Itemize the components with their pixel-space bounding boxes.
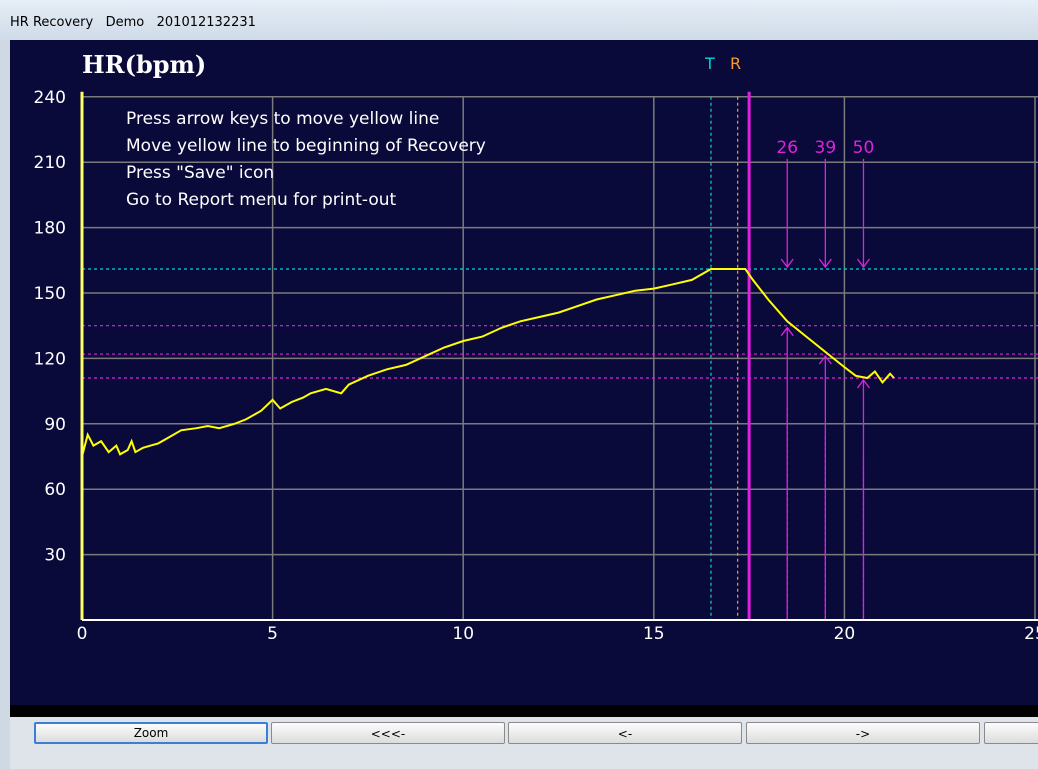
hr-plot-panel: 26 39 50 240 210 180 150 120 90 60 30 0 5 10 15 20 25 H… [10, 40, 1038, 769]
instruction-line: Press "Save" icon [126, 163, 274, 183]
y-tick-label: 240 [34, 88, 66, 108]
x-tick-label: 25 [1024, 624, 1038, 644]
hr-trace [81, 268, 895, 457]
y-tick-label: 60 [44, 480, 66, 500]
window-title: HR Recovery Demo 201012132231 [10, 15, 256, 30]
instructions-text: Press arrow keys to move yellow line Move… [126, 109, 486, 210]
hr-chart[interactable]: 26 39 50 240 210 180 150 120 90 60 30 0 5 10 15 20 25 H… [10, 40, 1038, 665]
button-panel: Zoom <<<- <- -> [10, 717, 1038, 769]
y-tick-label: 150 [34, 284, 66, 304]
arrowhead [856, 378, 870, 389]
instruction-line: Go to Report menu for print-out [126, 190, 397, 210]
instruction-line: Press arrow keys to move yellow line [126, 109, 439, 129]
x-tick-label: 15 [643, 624, 665, 644]
y-tick-label: 90 [44, 415, 66, 435]
marker-r-label: R [730, 54, 741, 73]
recovery-markers: 26 39 50 [776, 138, 874, 620]
y-tick-label: 30 [44, 546, 66, 566]
arrowhead [818, 354, 832, 365]
reference-lines [82, 91, 1038, 620]
x-tick-label: 5 [267, 624, 278, 644]
arrowhead [818, 258, 832, 269]
y-tick-label: 120 [34, 349, 66, 369]
x-tick-label: 0 [77, 624, 88, 644]
chart-grid [82, 96, 1038, 620]
forward-button[interactable]: -> [746, 722, 980, 744]
recovery-label: 50 [853, 138, 875, 158]
instruction-line: Move yellow line to beginning of Recover… [126, 136, 486, 156]
arrowhead [780, 258, 794, 269]
recovery-label: 26 [776, 138, 798, 158]
fast-forward-button[interactable] [984, 722, 1038, 744]
button-bar: Zoom <<<- <- -> [10, 705, 1038, 769]
fast-back-button[interactable]: <<<- [271, 722, 505, 744]
chart-title: HR(bpm) [82, 50, 206, 79]
window-titlebar: HR Recovery Demo 201012132231 [0, 0, 1038, 40]
arrowhead [780, 326, 794, 337]
recovery-label: 39 [815, 138, 837, 158]
marker-t-label: T [704, 54, 715, 73]
y-tick-label: 180 [34, 219, 66, 239]
x-tick-label: 20 [834, 624, 856, 644]
chart-axes: 240 210 180 150 120 90 60 30 0 5 10 15 20 25 [34, 88, 1038, 644]
x-tick-label: 10 [452, 624, 474, 644]
zoom-button[interactable]: Zoom [34, 722, 268, 744]
back-button[interactable]: <- [508, 722, 742, 744]
arrowhead [856, 258, 870, 269]
y-tick-label: 210 [34, 153, 66, 173]
